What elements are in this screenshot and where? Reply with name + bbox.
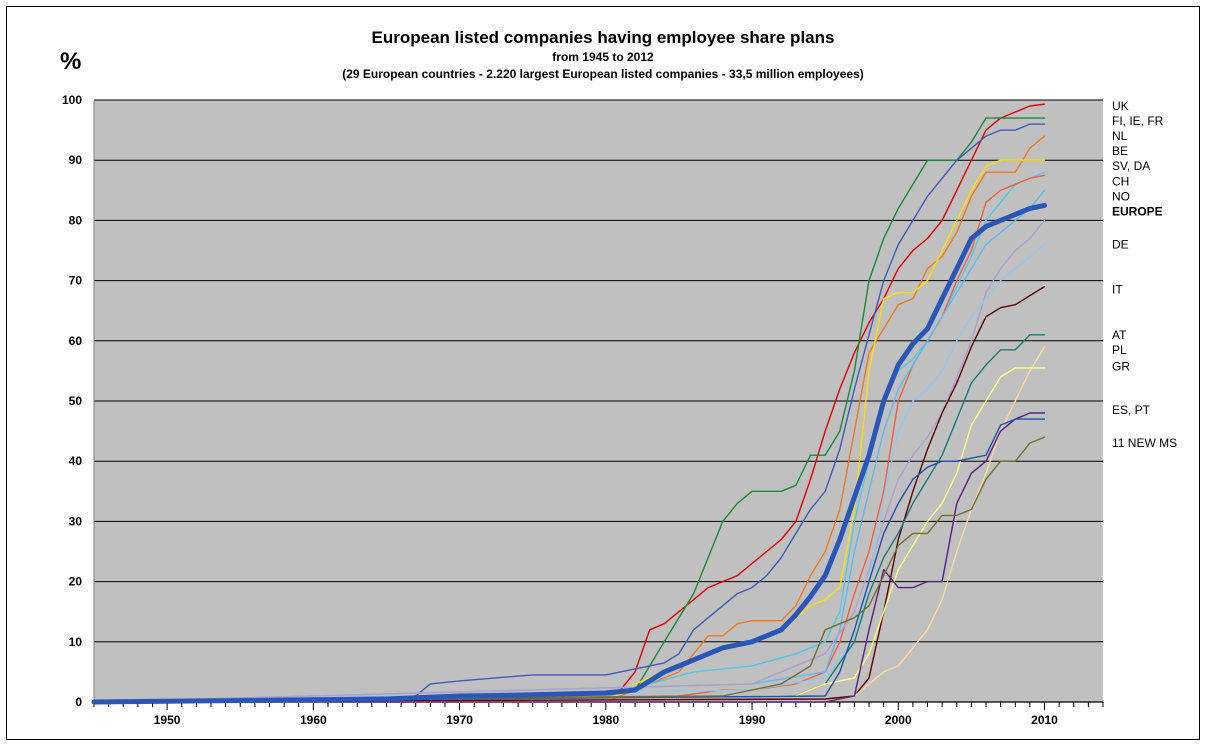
y-tick-label: 20 (69, 575, 83, 589)
y-tick-label: 0 (75, 695, 82, 709)
x-tick-label: 1990 (739, 713, 766, 727)
x-tick-label: 1960 (300, 713, 327, 727)
x-tick-label: 1970 (446, 713, 473, 727)
series-label: ES, PT (1112, 403, 1151, 417)
series-label: SV, DA (1112, 159, 1150, 173)
series-line-2 (93, 123, 1046, 703)
chart-subtitle: from 1945 to 2012 (552, 50, 654, 64)
x-tick-label: 2000 (885, 713, 912, 727)
series-line-12 (93, 346, 1046, 703)
series-label: PL (1112, 343, 1127, 357)
series-line-europe (91, 202, 1047, 705)
series-line-14 (93, 412, 1046, 703)
y-tick-label: 100 (62, 93, 82, 107)
y-tick-label: 50 (69, 394, 83, 408)
y-tick-label: 70 (69, 274, 83, 288)
series-label: EUROPE (1112, 204, 1163, 218)
series-label: NL (1112, 129, 1128, 143)
series-label: IT (1112, 283, 1123, 297)
x-tick-label: 1980 (592, 713, 619, 727)
y-tick-label: 80 (69, 213, 83, 227)
series-label: UK (1112, 99, 1129, 113)
series-line-1 (93, 117, 1046, 703)
y-axis-unit: % (60, 48, 82, 75)
y-tick-label: 90 (69, 153, 83, 167)
y-tick-label: 60 (69, 334, 83, 348)
series-label: DE (1112, 237, 1129, 251)
y-tick-label: 40 (69, 454, 83, 468)
series-label: GR (1112, 360, 1130, 374)
series-label: BE (1112, 144, 1128, 158)
series-label: NO (1112, 189, 1130, 203)
x-tick-label: 2010 (1031, 713, 1058, 727)
series-line-16 (93, 436, 1046, 703)
series-label: AT (1112, 328, 1127, 342)
series-label: 11 NEW MS (1112, 436, 1177, 450)
x-tick-label: 1950 (154, 713, 181, 727)
series-line-3 (93, 135, 1046, 703)
y-tick-label: 30 (69, 514, 83, 528)
chart-title: European listed companies having employe… (371, 28, 835, 47)
y-tick-label: 10 (69, 635, 83, 649)
series-line-10 (93, 285, 1046, 703)
series-label: CH (1112, 174, 1129, 188)
chart-subtitle-2: (29 European countries - 2.220 largest E… (342, 67, 864, 81)
series-line-8 (93, 219, 1046, 703)
series-line-9 (93, 243, 1046, 703)
series-line-15 (93, 418, 1046, 703)
series-label: FI, IE, FR (1112, 114, 1164, 128)
series-line-13 (93, 367, 1046, 703)
series-line-0 (93, 103, 1046, 703)
